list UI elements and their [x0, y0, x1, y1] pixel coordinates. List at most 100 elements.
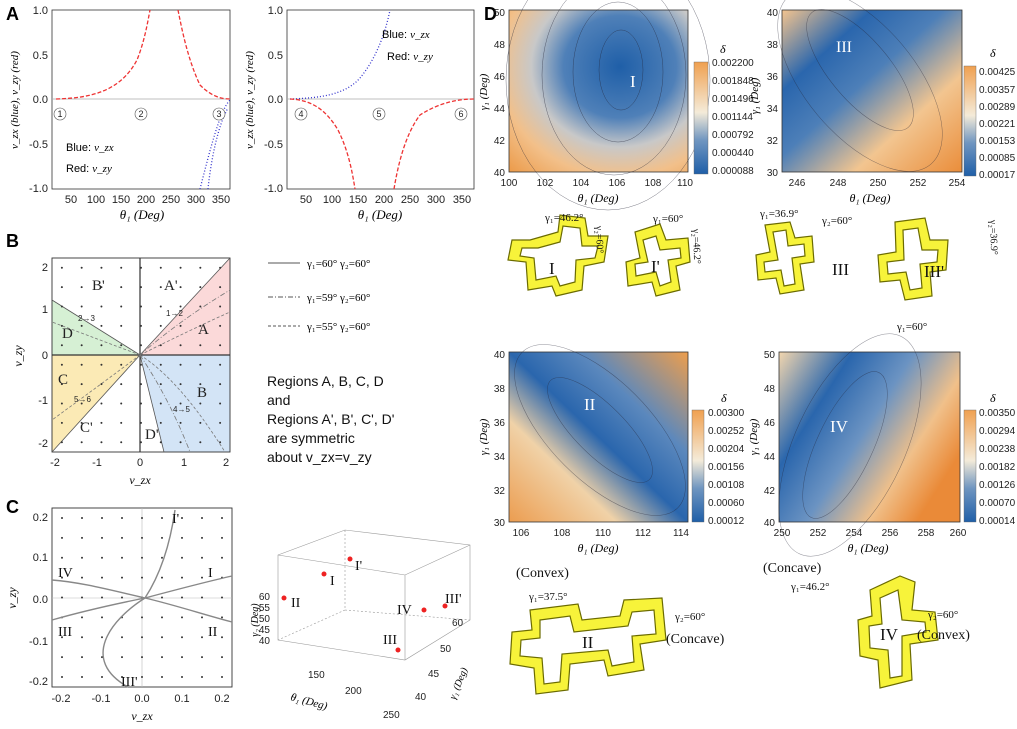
c-ytick: 0.0: [33, 594, 48, 606]
grid-dot: [140, 402, 142, 405]
origami-annotation: γ₂=60°: [593, 225, 605, 254]
a1-xtick: 150: [112, 194, 130, 206]
origami-label: I': [651, 257, 660, 276]
a2-marker-circle: [454, 107, 468, 121]
grid-dot: [219, 421, 222, 424]
a2-xtick: 300: [427, 194, 445, 206]
heatmap-ytick: 38: [494, 384, 506, 395]
colorbar-tick: 0.00182: [979, 462, 1016, 473]
heatmap-xtick: 260: [950, 528, 967, 539]
grid-dot: [100, 363, 103, 366]
colorbar-tick: 0.00108: [708, 480, 745, 491]
b-note-line: and: [267, 392, 290, 408]
a2-xtick: 100: [323, 194, 341, 206]
contour: [572, 1, 664, 143]
grid-dot: [101, 536, 103, 539]
a1-xtick: 100: [87, 194, 105, 206]
grid-dot: [199, 305, 202, 308]
grid-dot: [80, 402, 83, 405]
a2-xtick: 350: [453, 194, 471, 206]
grid-dot: [60, 421, 63, 424]
grid-dot: [121, 656, 123, 659]
grid-dot: [101, 576, 103, 579]
b-boundary-b: [139, 354, 165, 453]
grid-dot: [199, 363, 202, 366]
c3d-point-label: IV: [397, 603, 412, 618]
heatmap-ytick: 40: [767, 8, 779, 19]
colorbar-tick: 0.00085: [979, 153, 1016, 164]
origami-annotation: γ₂=60°: [821, 215, 852, 227]
a2-red-curve-right: [393, 98, 475, 190]
heatmap-I-field: [508, 9, 689, 173]
grid-dot: [120, 266, 123, 269]
b-xtick: 1: [181, 457, 187, 469]
grid-dot: [201, 536, 203, 539]
b-ylabel: v_zy: [11, 345, 25, 367]
grid-dot: [140, 266, 142, 269]
colorbar-I: [693, 61, 709, 175]
origami-label: I: [549, 259, 555, 278]
grid-dot: [181, 576, 183, 579]
origami-annotation: γ₁=60°: [896, 321, 927, 333]
b-region-label: D': [145, 427, 159, 443]
chart-b: A' B' A D C B C' D' 1→2 2→3 5→6 4→5 2 1 …: [11, 257, 231, 487]
b-region-label: B: [197, 385, 207, 401]
grid-dot: [161, 616, 163, 619]
c3d-ytick: 40: [415, 692, 427, 703]
b-xtick: 2: [223, 457, 229, 469]
grid-dot: [159, 441, 162, 444]
contour: [778, 333, 922, 557]
heatmap-xtick: 254: [949, 178, 966, 189]
grid-dot: [201, 656, 203, 659]
grid-dot: [80, 344, 83, 347]
grid-dot: [60, 286, 63, 289]
colorbar-tick: 0.00350: [979, 408, 1016, 419]
grid-dot: [81, 616, 83, 619]
a2-xlabel: θ₁ (Deg): [358, 207, 402, 222]
origami-shape-III2-hole: [886, 227, 939, 291]
grid-dot: [179, 266, 182, 269]
c-region-label: III': [121, 675, 138, 690]
grid-dot: [161, 536, 163, 539]
b-note-line: Regions A, B, C, D: [267, 373, 384, 389]
grid-dot: [140, 383, 142, 386]
grid-dot: [101, 636, 103, 639]
grid-dot: [161, 656, 163, 659]
heatmap-xtick: 110: [595, 528, 611, 539]
grid-dot: [179, 402, 182, 405]
heatmap-xlabel: θ₁ (Deg): [849, 191, 890, 205]
a2-xtick: 200: [375, 194, 393, 206]
grid-dot: [61, 556, 63, 559]
colorbar-tick: 0.00357: [979, 85, 1016, 96]
a1-blue-curve: [207, 107, 229, 190]
heatmap-xtick: 254: [846, 528, 863, 539]
heatmap-ytick: 30: [767, 168, 779, 179]
heatmap-ytick: 48: [764, 384, 776, 395]
c-xlabel: v_zx: [131, 709, 153, 723]
grid-dot: [80, 363, 83, 366]
b-ytick: -2: [38, 438, 48, 450]
contour: [598, 29, 644, 111]
heatmap-IV: IV δ 0.00350 0.00294 0.00238 0.00182 0.0…: [748, 333, 1016, 557]
c3d-point-label: III': [445, 592, 462, 607]
grid-dot: [120, 305, 123, 308]
a1-xlabel: θ₁ (Deg): [120, 207, 164, 222]
grid-dot: [161, 636, 163, 639]
b-boundary-c: [51, 354, 141, 453]
b-note-line: about v_zx=v_zy: [267, 449, 372, 465]
grid-dot: [219, 286, 222, 289]
a1-ytick: 0.5: [33, 50, 48, 62]
a1-marker-circle: [212, 107, 226, 121]
grid-dot: [61, 656, 63, 659]
c3d-ylabel: γ₁ (Deg): [448, 666, 471, 702]
grid-dot: [159, 324, 162, 327]
grid-dot: [179, 305, 182, 308]
c-xtick: -0.2: [52, 693, 71, 705]
colorbar-tick: 0.00289: [979, 102, 1016, 113]
grid-dot: [60, 363, 63, 366]
heatmap-xtick: 110: [677, 178, 693, 189]
grid-dot: [60, 324, 63, 327]
grid-dot: [101, 556, 103, 559]
colorbar-tick: 0.00017: [979, 170, 1016, 181]
grid-dot: [219, 363, 222, 366]
